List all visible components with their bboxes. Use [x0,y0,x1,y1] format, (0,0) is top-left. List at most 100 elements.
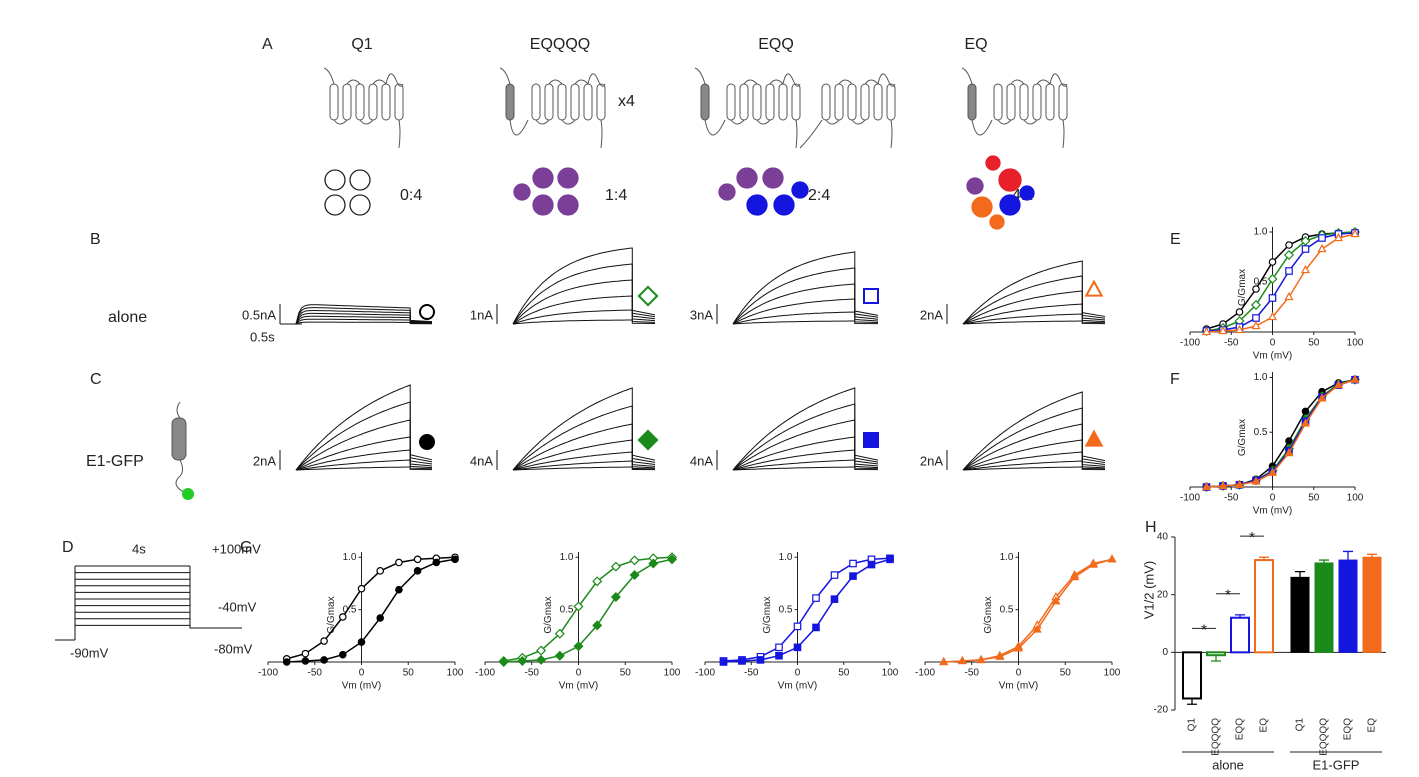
gv-curve [503,558,673,663]
helix [791,83,801,121]
x-tick-label: -100 [475,668,495,679]
current-trace [512,451,656,471]
panel-letter: E [1170,231,1181,248]
data-point [1301,245,1310,253]
subunit [513,183,531,201]
y-tick-label: 40 [1157,532,1169,543]
y-tick-label: 1.0 [560,552,574,563]
gv-curve [286,556,456,660]
x-tick-label: -50 [744,668,759,679]
error-bar [1295,570,1305,578]
category-label: EQ [1259,718,1270,733]
gv-curve [1206,232,1356,332]
data-point [1251,476,1261,485]
helix [342,83,352,121]
loops [535,73,606,149]
data-point [536,645,547,656]
data-point [1201,326,1212,336]
scale-bar-label: 4nA [690,453,713,468]
data-point [451,555,459,564]
data-point [320,637,328,645]
e1-helix [171,417,187,461]
y-tick-label: 1.0 [779,552,793,563]
data-point [1250,299,1262,311]
data-point [1032,624,1042,633]
y-tick-label: 1.0 [1254,227,1268,238]
data-point [1235,308,1244,316]
data-point [1051,596,1061,605]
subunit [557,194,579,216]
stoichiometry: 1:4 [605,187,627,204]
trace-key [637,429,659,451]
group-label: E1-GFP [1313,757,1360,772]
x-tick-label: 0 [1270,493,1276,504]
data-point [1234,479,1245,488]
significance: * [1201,621,1207,638]
y-tick-label: 20 [1157,589,1169,600]
gv-curve [723,557,891,662]
data-point [395,585,403,594]
x-axis-label: Vm (mV) [999,681,1038,692]
current-trace [295,436,433,471]
data-point [1218,480,1228,490]
data-point [867,560,876,569]
x-tick-label: -50 [1224,493,1239,504]
category-label: EQQ [1343,718,1354,740]
x-axis-label: Vm (mV) [778,681,817,692]
helix [596,83,606,121]
helix [700,83,710,121]
y-tick-label: 0.5 [560,604,574,615]
data-point [1350,228,1360,238]
subunit [324,194,346,216]
x-tick-label: 100 [882,668,899,679]
x-tick-label: 50 [403,668,415,679]
data-point [573,601,584,612]
scale-bar-label: 2nA [920,453,943,468]
helix [1058,83,1068,121]
data-point [830,595,839,603]
current-trace [962,466,1106,471]
trace-key [419,434,435,450]
x-tick-label: -100 [258,668,278,679]
current-trace [732,251,879,325]
y-axis-label: G/Gmax [1237,419,1248,456]
current-trace [962,313,1106,325]
data-point [812,594,820,602]
current-trace [512,405,656,471]
helix [583,83,593,121]
data-point [1300,235,1311,247]
current-trace [962,303,1106,325]
time-bar-label: 0.5s [250,329,275,344]
current-trace [295,318,433,325]
category-label: EQQQQ [1211,718,1222,756]
scale-bar-label: 3nA [690,307,713,322]
group-label: alone [1212,757,1244,772]
y-tick-label: 1.0 [343,552,357,563]
x-tick-label: 0 [1270,338,1276,349]
data-point [1284,447,1294,457]
x-tick-label: 0 [795,668,801,679]
current-trace [295,401,433,471]
current-trace [512,387,656,471]
error-bar [1187,698,1197,705]
helix [1045,83,1055,121]
error-bar [1235,614,1245,618]
x-tick-label: 100 [1104,668,1121,679]
data-point [592,620,603,631]
y-tick-label: -20 [1154,705,1169,716]
y-axis-label: G/Gmax [762,596,773,633]
error-bar [1367,553,1377,558]
data-point [957,655,967,665]
loops [730,73,801,149]
subunit [1019,185,1035,201]
data-point [1300,418,1311,427]
scale-bar-label: 4nA [470,453,493,468]
e1-cartoon [175,401,185,493]
helix [381,83,391,121]
helix [531,83,541,121]
x-tick-label: 100 [1347,338,1364,349]
current-trace [732,267,879,325]
significance: * [1225,587,1231,604]
trace-key [419,304,435,320]
x-tick-label: -100 [915,668,935,679]
